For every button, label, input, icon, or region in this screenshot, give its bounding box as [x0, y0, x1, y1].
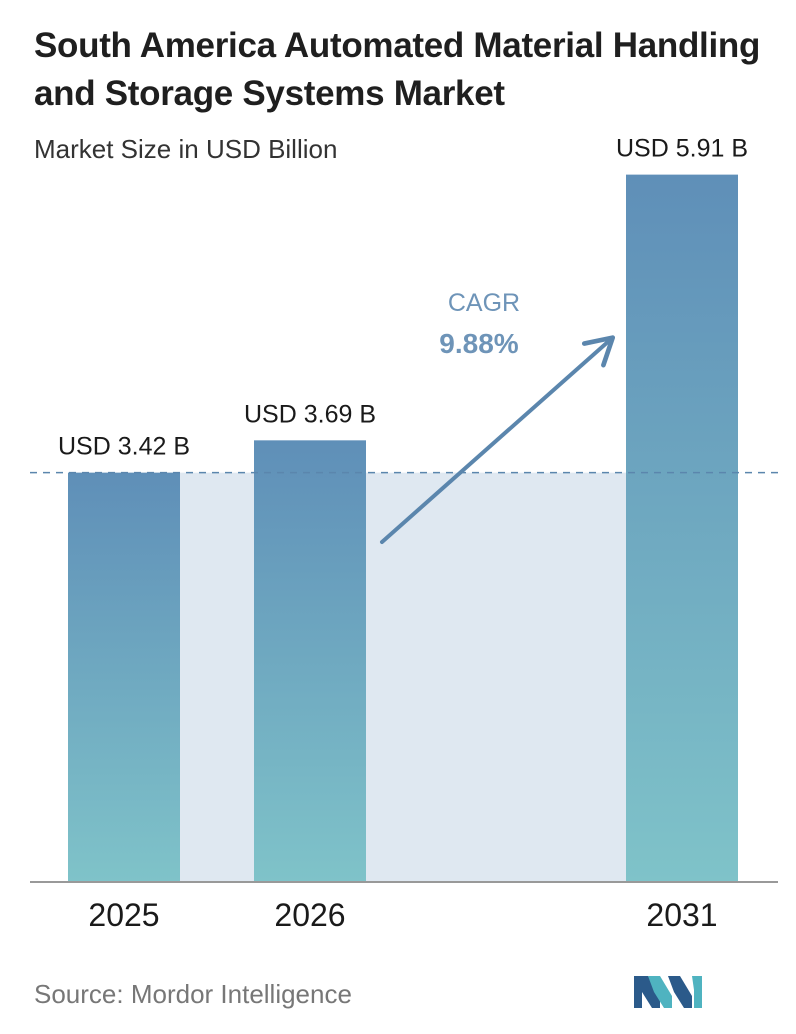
bar-2026 [254, 440, 366, 882]
cagr-value: 9.88% [439, 328, 518, 359]
cagr-arrow [380, 335, 616, 544]
x-tick-label-2025: 2025 [88, 897, 159, 933]
chart-title: South America Automated Material Handlin… [34, 26, 761, 113]
x-tick-label-2031: 2031 [646, 897, 717, 933]
value-label-2026: USD 3.69 B [244, 400, 376, 428]
mordor-intelligence-logo-icon [634, 976, 702, 1008]
bar-chart: USD 3.42 B 2025 USD 3.69 B 2026 USD 5.91 B 20… [30, 135, 780, 933]
value-label-2031: USD 5.91 B [616, 135, 748, 163]
chart-subtitle: Market Size in USD Billion [34, 134, 338, 164]
source-note: Source: Mordor Intelligence [34, 979, 352, 1009]
bar-2025 [68, 472, 180, 882]
value-label-2025: USD 3.42 B [58, 433, 190, 461]
cagr-label: CAGR [448, 289, 520, 317]
x-tick-label-2026: 2026 [274, 897, 345, 933]
bar-2031 [626, 174, 738, 882]
